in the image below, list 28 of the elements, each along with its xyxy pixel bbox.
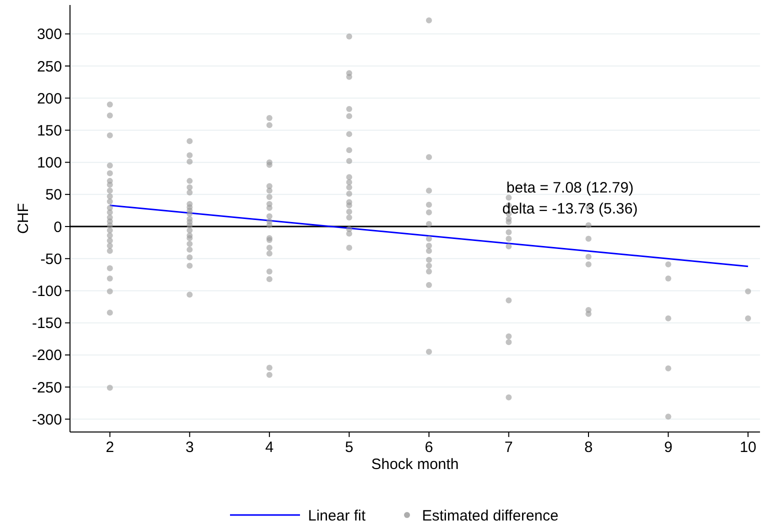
annotation: delta = -13.73 (5.36) <box>502 200 638 218</box>
x-tick-label: 3 <box>185 439 194 456</box>
x-tick-label: 2 <box>106 439 114 456</box>
x-tick-label: 5 <box>345 439 354 456</box>
y-tick-label: 200 <box>36 90 62 108</box>
x-tick-label: 4 <box>265 439 274 456</box>
x-tick-label: 9 <box>664 439 672 456</box>
y-tick-label: -300 <box>32 411 62 428</box>
annotation: beta = 7.08 (12.79) <box>506 179 634 196</box>
y-tick-label: 50 <box>45 186 62 204</box>
y-tick-label: 100 <box>36 154 62 172</box>
y-tick-label: 250 <box>36 58 62 76</box>
y-tick-label: 0 <box>54 218 62 236</box>
y-tick-label: -50 <box>40 250 62 268</box>
x-tick-label: 6 <box>424 439 434 456</box>
y-tick-label: -150 <box>32 315 62 332</box>
y-tick-label: 300 <box>36 26 62 44</box>
y-tick-label: -250 <box>32 379 62 396</box>
x-tick-label: 8 <box>584 439 593 456</box>
legend-label: Linear fit <box>308 507 366 524</box>
x-axis-title: Shock month <box>371 456 459 473</box>
legend-label: Estimated difference <box>422 507 558 524</box>
y-tick-label: -200 <box>32 347 62 364</box>
x-tick-label: 10 <box>740 439 756 456</box>
y-tick-label: -100 <box>32 282 62 300</box>
y-tick-label: 150 <box>36 122 62 140</box>
y-axis-title: CHF <box>15 203 32 234</box>
x-tick-label: 7 <box>504 439 513 456</box>
